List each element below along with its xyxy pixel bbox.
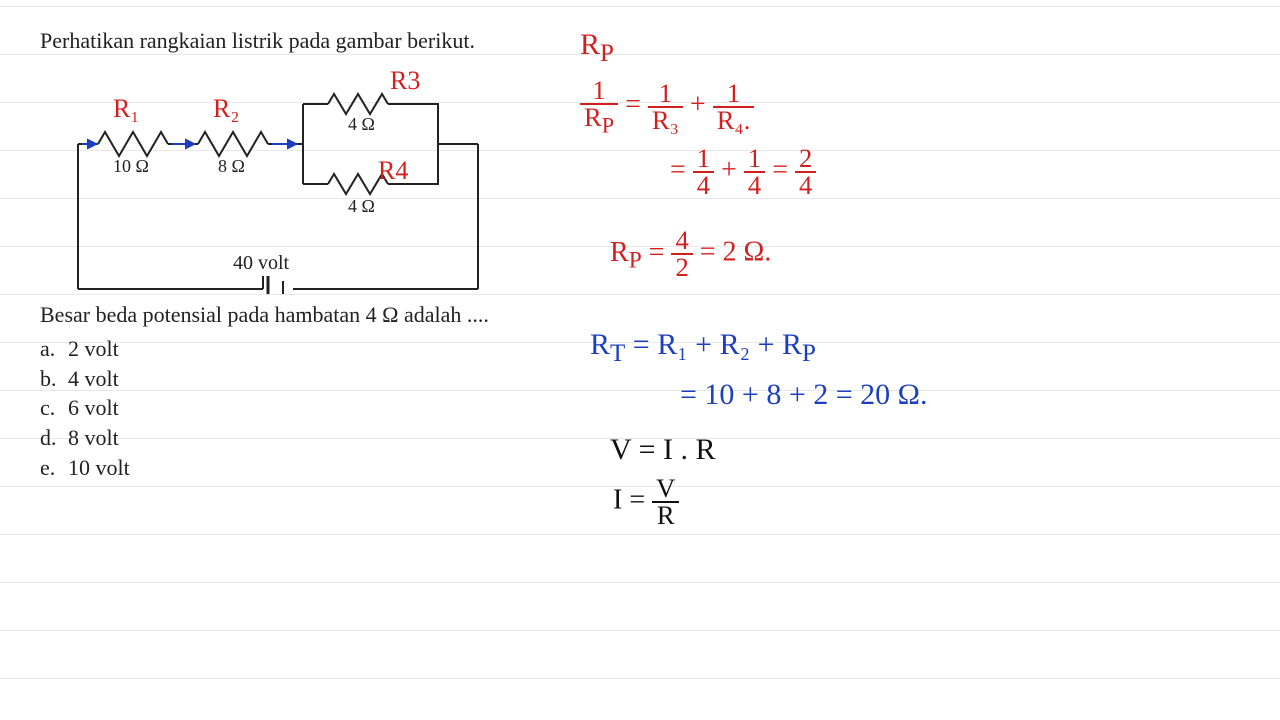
problem-block: Perhatikan rangkaian listrik pada gambar… (40, 28, 580, 482)
handwriting-line: = 14 + 14 = 24 (670, 146, 816, 199)
handwriting-line: V = I . R (610, 433, 716, 466)
handwriting-line: = 10 + 8 + 2 = 20 Ω. (680, 378, 927, 411)
r1-value: 10 Ω (113, 156, 149, 177)
option-c: c.6 volt (40, 393, 580, 423)
handwriting-line: RP = 42 = 2 Ω. (610, 228, 771, 281)
handwriting-line: RP (580, 28, 614, 68)
r2-value: 8 Ω (218, 156, 245, 177)
option-e: e.10 volt (40, 453, 580, 483)
circuit-diagram: 10 Ω 8 Ω 4 Ω 4 Ω 40 volt R₁ R₂ R3 R4 (68, 64, 488, 294)
voltage-label: 40 volt (233, 252, 289, 275)
option-a: a.2 volt (40, 334, 580, 364)
handwriting-line: RT = R₁ + R₂ + RP (590, 328, 816, 368)
question-text: Besar beda potensial pada hambatan 4 Ω a… (40, 302, 580, 328)
handwriting-line: I = VR (613, 476, 679, 529)
ann-r2: R₂ (213, 94, 239, 124)
problem-title: Perhatikan rangkaian listrik pada gambar… (40, 28, 580, 54)
r3-value: 4 Ω (348, 114, 375, 135)
ann-r3: R3 (390, 66, 420, 96)
option-d: d.8 volt (40, 423, 580, 453)
handwriting-line: 1RP = 1R₃ + 1R₄. (580, 78, 754, 136)
ann-r1: R₁ (113, 94, 139, 124)
option-b: b.4 volt (40, 364, 580, 394)
r4-value: 4 Ω (348, 196, 375, 217)
ann-r4: R4 (378, 156, 408, 186)
options-list: a.2 volt b.4 volt c.6 volt d.8 volt e.10… (40, 334, 580, 482)
